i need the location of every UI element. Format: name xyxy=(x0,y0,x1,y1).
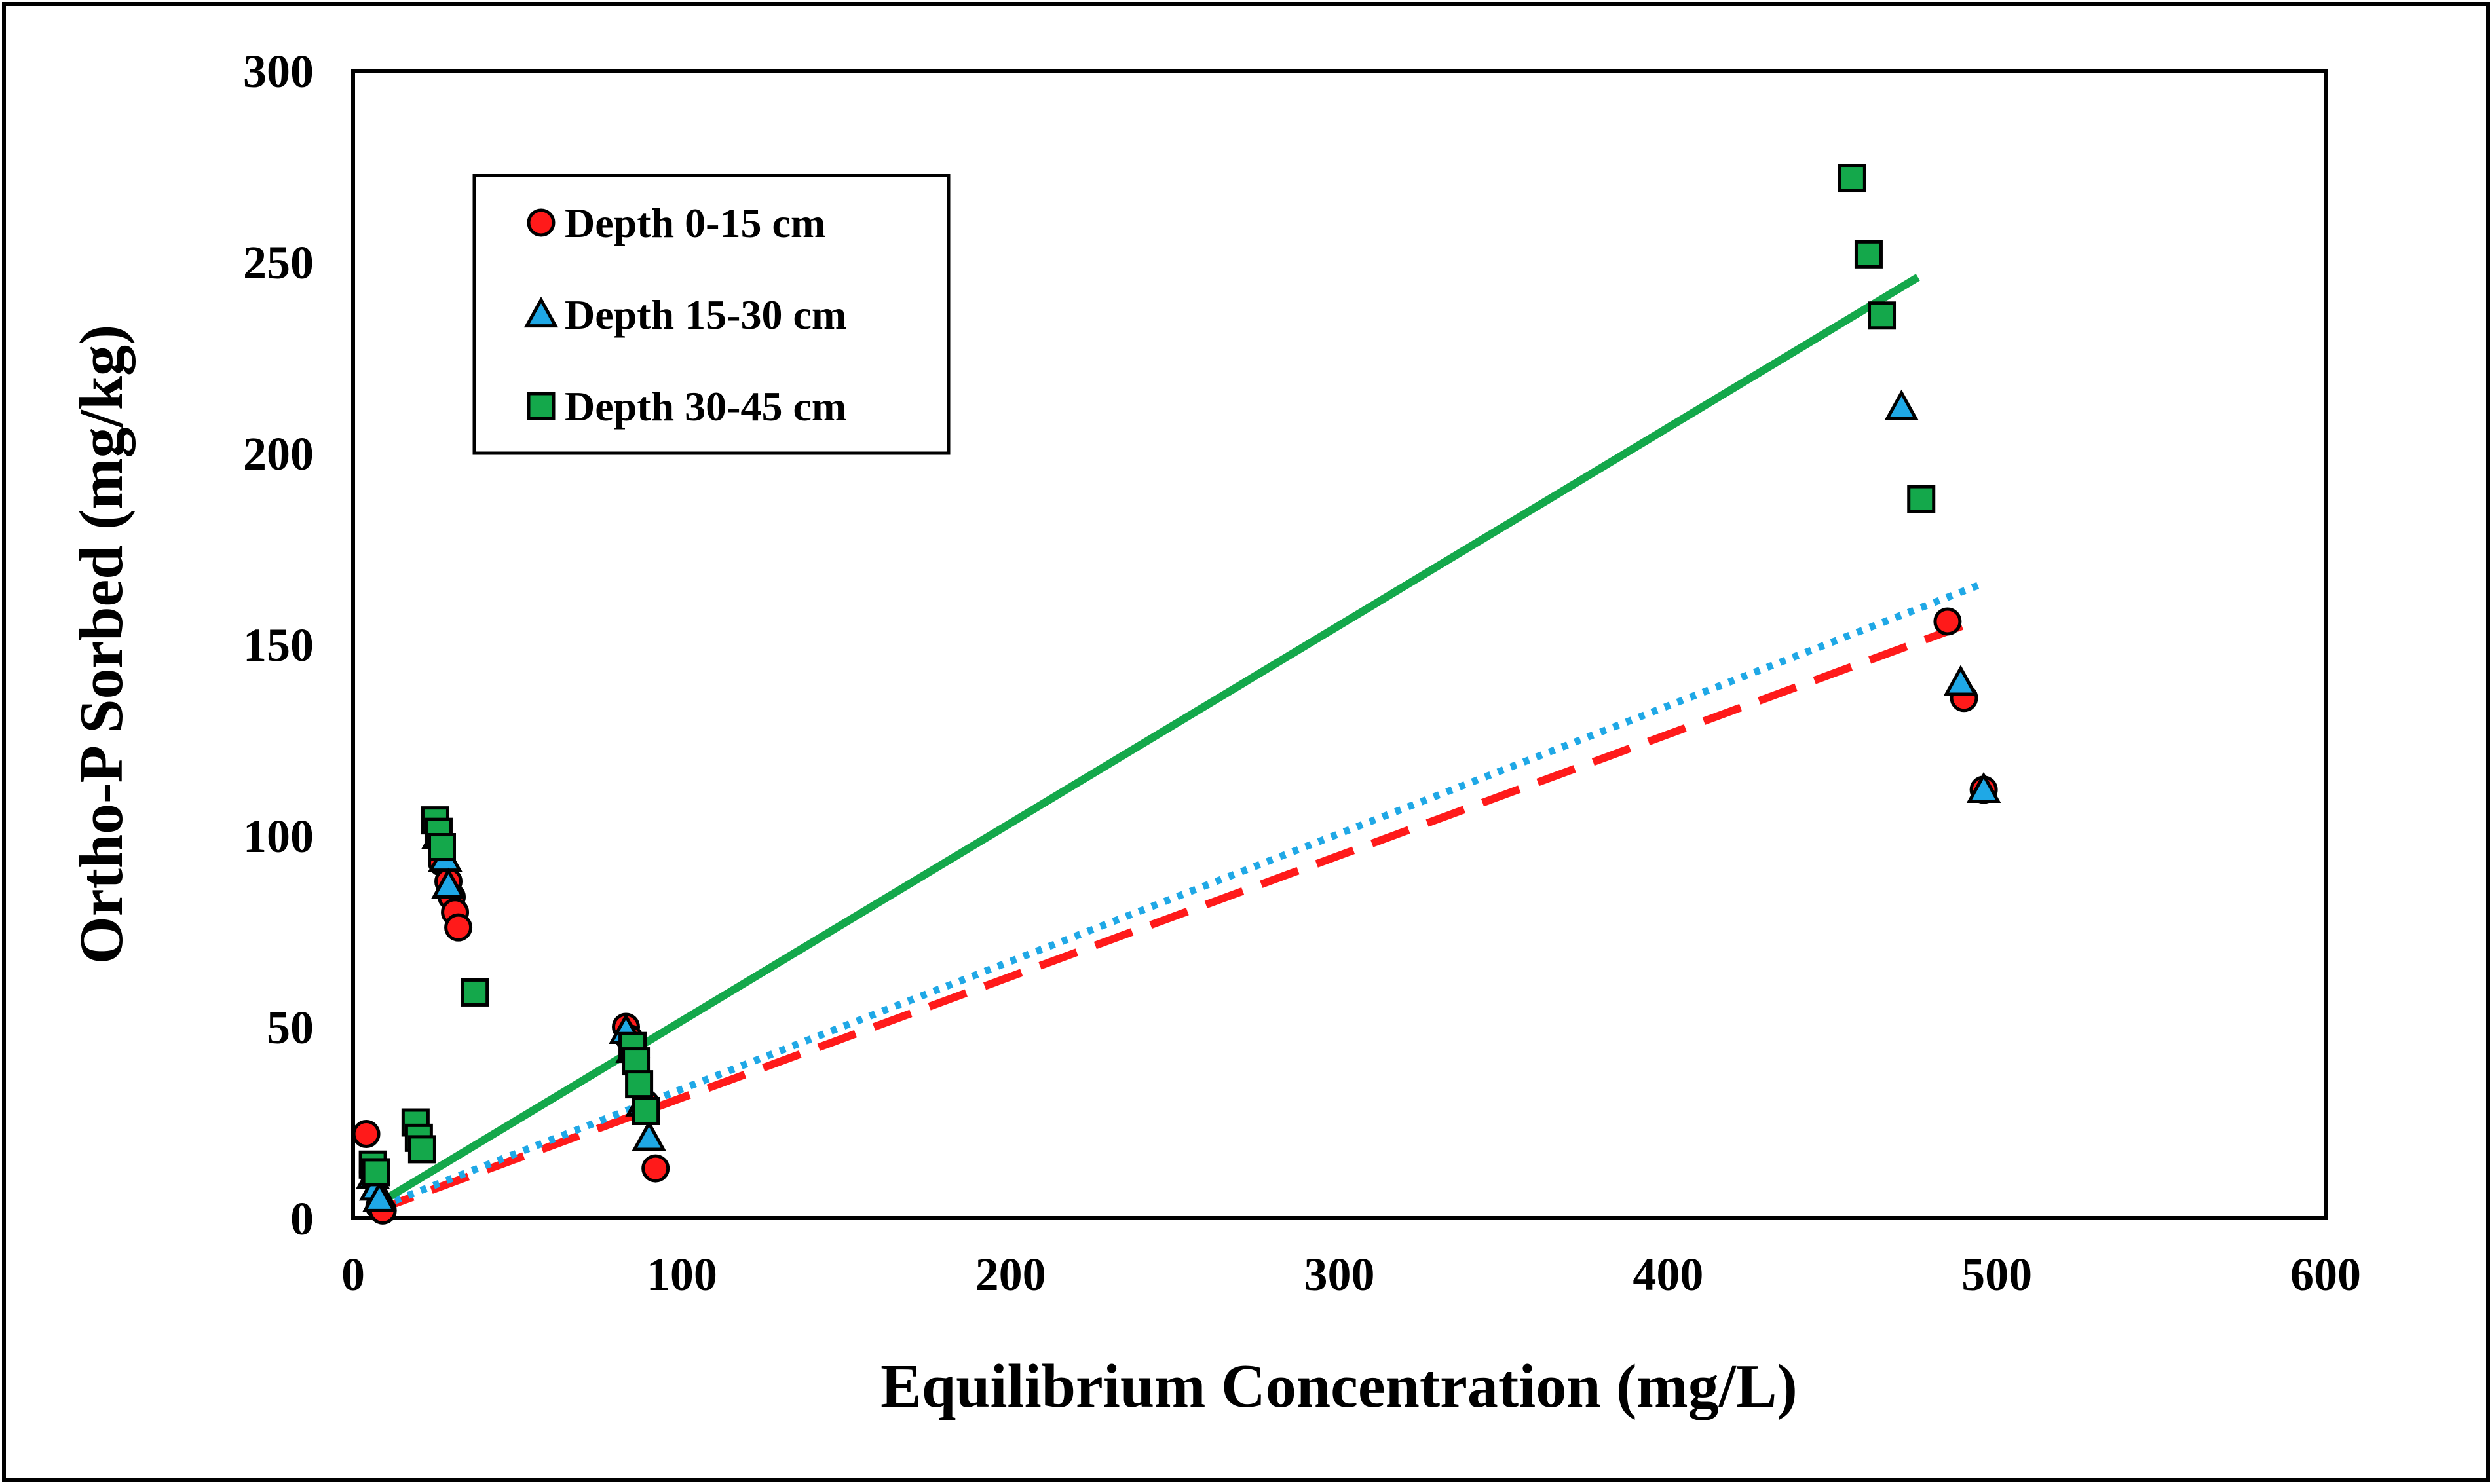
y-axis-ticks: 0 50 100 150 200 250 300 xyxy=(243,45,314,1245)
marker-circle xyxy=(1933,607,1962,636)
legend-marker-square xyxy=(527,392,556,420)
x-tick-label: 200 xyxy=(975,1248,1046,1301)
y-tick-label: 300 xyxy=(243,45,314,98)
marker-triangle xyxy=(632,1120,666,1151)
y-axis-title: Ortho-P Sorbed (mg/kg) xyxy=(67,325,136,965)
marker-triangle xyxy=(1884,389,1919,421)
y-tick-label: 50 xyxy=(267,1001,314,1054)
legend-label: Depth 0-15 cm xyxy=(565,200,825,246)
marker-square xyxy=(427,833,456,862)
marker-square xyxy=(625,1070,654,1099)
legend-label: Depth 15-30 cm xyxy=(565,291,846,338)
x-axis-ticks: 0 100 200 300 400 500 600 xyxy=(341,1248,2361,1301)
x-tick-label: 100 xyxy=(647,1248,717,1301)
x-tick-label: 600 xyxy=(2290,1248,2361,1301)
y-tick-label: 0 xyxy=(290,1193,314,1245)
y-tick-label: 150 xyxy=(243,619,314,671)
x-axis-title: Equilibrium Concentration (mg/L) xyxy=(880,1352,1798,1420)
legend-marker-circle xyxy=(527,208,556,237)
marker-circle xyxy=(444,913,473,942)
marker-triangle xyxy=(431,867,466,899)
marker-square xyxy=(622,1047,651,1076)
legend: Depth 0-15 cm Depth 15-30 cm Depth 30-45 c… xyxy=(472,174,951,455)
marker-triangle xyxy=(1966,771,2001,804)
marker-circle xyxy=(641,1154,670,1183)
legend-label: Depth 30-45 cm xyxy=(565,383,846,430)
marker-square xyxy=(1838,164,1866,193)
marker-square xyxy=(407,1135,436,1164)
marker-square xyxy=(461,978,489,1007)
legend-marker-triangle xyxy=(523,296,559,328)
y-tick-label: 100 xyxy=(243,810,314,863)
marker-square xyxy=(1868,301,1897,330)
trendline-1 xyxy=(375,621,1966,1214)
marker-triangle xyxy=(362,1181,397,1212)
y-tick-label: 250 xyxy=(243,236,314,289)
marker-square xyxy=(632,1096,660,1125)
x-tick-label: 500 xyxy=(1961,1248,2032,1301)
x-tick-label: 300 xyxy=(1304,1248,1375,1301)
y-tick-label: 200 xyxy=(243,428,314,480)
x-tick-label: 0 xyxy=(341,1248,365,1301)
marker-circle xyxy=(352,1120,381,1149)
data-markers xyxy=(352,164,2001,1225)
marker-square xyxy=(1854,240,1883,269)
marker-square xyxy=(1907,485,1936,513)
marker-square xyxy=(362,1158,390,1187)
x-tick-label: 400 xyxy=(1633,1248,1703,1301)
marker-triangle xyxy=(1943,665,1978,696)
